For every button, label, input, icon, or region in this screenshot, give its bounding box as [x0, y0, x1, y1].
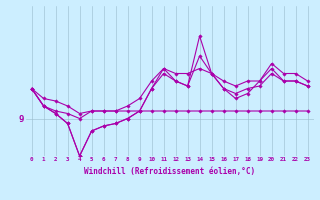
X-axis label: Windchill (Refroidissement éolien,°C): Windchill (Refroidissement éolien,°C) — [84, 167, 255, 176]
